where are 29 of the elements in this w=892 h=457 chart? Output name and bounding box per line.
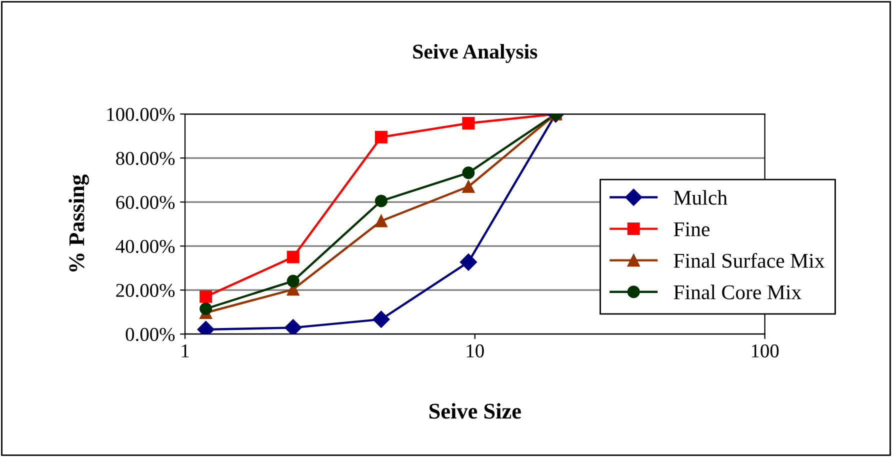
y-tick-label: 40.00% — [116, 240, 175, 254]
point — [374, 194, 388, 208]
y-tick-label: 20.00% — [116, 284, 175, 298]
legend-label: Final Surface Mix — [674, 252, 825, 268]
legend-label: Final Core Mix — [674, 284, 802, 300]
point — [200, 290, 212, 303]
x-tick-label: 10 — [466, 344, 484, 358]
y-axis-title: % Passing — [68, 174, 89, 272]
chart-title: Seive Analysis — [413, 44, 538, 63]
y-tick-label: 60.00% — [116, 196, 175, 210]
legend-label: Fine — [674, 222, 710, 236]
point — [460, 254, 477, 271]
x-tick-label: 1 — [182, 344, 189, 358]
point — [462, 180, 475, 193]
y-tick-label: 100.00% — [107, 108, 175, 122]
point — [374, 130, 388, 144]
point — [286, 250, 300, 264]
x-tick-label: 100 — [752, 344, 779, 358]
x-axis-title: Seive Size — [429, 403, 521, 419]
point — [284, 319, 302, 334]
point — [200, 302, 212, 316]
y-tick-label: 80.00% — [116, 152, 175, 166]
point — [462, 166, 475, 180]
point — [286, 274, 300, 288]
point — [374, 214, 388, 228]
point — [372, 310, 390, 328]
point — [462, 117, 475, 130]
y-tick-label: 0.00% — [126, 328, 175, 342]
legend-label: Mulch — [674, 190, 728, 205]
